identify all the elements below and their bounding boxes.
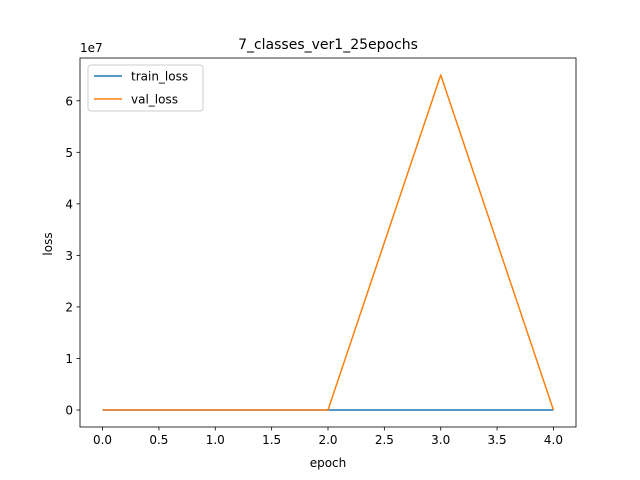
y-tick-label: 5	[65, 146, 73, 160]
x-tick-label: 0.5	[149, 433, 168, 447]
y-tick-label: 1	[65, 352, 73, 366]
x-tick-label: 1.0	[206, 433, 225, 447]
y-tick-label: 3	[65, 249, 73, 263]
y-axis-label: loss	[41, 232, 55, 255]
legend-label-val_loss: val_loss	[131, 93, 178, 107]
x-axis-label: epoch	[310, 456, 347, 470]
legend: train_loss val_loss	[87, 64, 204, 112]
y-tick-label: 6	[65, 94, 73, 108]
plot-area: 0.0 0.5 1.0 1.5 2.0 2.5 3.0 3.5 4.0 0 1 2 3 4 5 6	[65, 57, 577, 447]
x-tick-label: 3.0	[431, 433, 450, 447]
x-tick-label: 2.5	[375, 433, 394, 447]
x-tick-label: 2.0	[318, 433, 337, 447]
x-tick-label: 4.0	[544, 433, 563, 447]
x-tick-label: 0.0	[93, 433, 112, 447]
y-offset-label: 1e7	[80, 41, 103, 55]
y-tick-label: 4	[65, 197, 73, 211]
legend-label-train_loss: train_loss	[131, 70, 188, 84]
series-line-val_loss	[102, 74, 555, 411]
y-tick-label: 0	[65, 403, 73, 417]
y-tick-label: 2	[65, 300, 73, 314]
chart-title: 7_classes_ver1_25epochs	[238, 37, 418, 53]
x-tick-label: 1.5	[262, 433, 281, 447]
x-tick-label: 3.5	[488, 433, 507, 447]
